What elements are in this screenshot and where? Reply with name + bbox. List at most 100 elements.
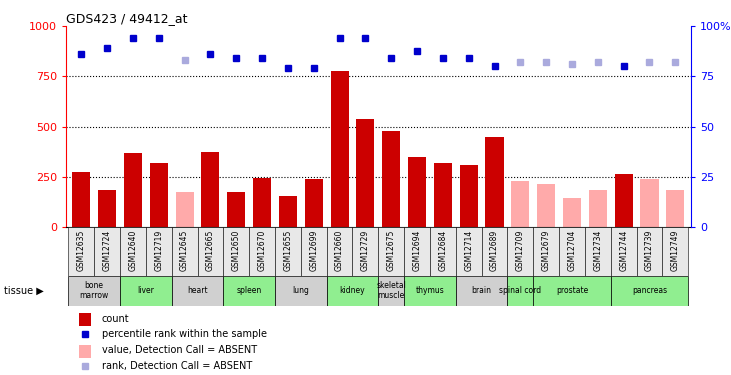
Text: GSM12749: GSM12749 (671, 229, 680, 271)
Bar (224, 276, 275, 306)
Text: GSM12689: GSM12689 (490, 229, 499, 271)
Text: liver: liver (137, 286, 154, 295)
Bar (330, 71, 349, 227)
Bar (666, 190, 684, 227)
Bar (507, 227, 533, 276)
Bar (150, 163, 168, 227)
Text: GSM12714: GSM12714 (464, 229, 473, 271)
Bar (511, 181, 529, 227)
Bar (533, 227, 559, 276)
Bar (382, 130, 401, 227)
Text: GSM12679: GSM12679 (542, 229, 550, 271)
Text: GSM12640: GSM12640 (129, 229, 137, 271)
Bar (352, 227, 379, 276)
Text: GSM12739: GSM12739 (645, 229, 654, 271)
Bar (172, 276, 224, 306)
Text: GSM12709: GSM12709 (516, 229, 525, 271)
Text: GSM12645: GSM12645 (180, 229, 189, 271)
Text: GSM12670: GSM12670 (257, 229, 267, 271)
Bar (533, 276, 610, 306)
Text: percentile rank within the sample: percentile rank within the sample (102, 329, 267, 339)
Bar (79, 314, 91, 326)
Text: GSM12665: GSM12665 (206, 229, 215, 271)
Text: count: count (102, 314, 129, 324)
Bar (120, 276, 172, 306)
Bar (201, 152, 219, 227)
Bar (279, 196, 297, 227)
Bar (305, 179, 323, 227)
Bar (615, 174, 633, 227)
Bar (610, 227, 637, 276)
Bar (124, 153, 142, 227)
Text: tissue ▶: tissue ▶ (4, 286, 43, 296)
Text: brain: brain (471, 286, 492, 295)
Bar (146, 227, 172, 276)
Bar (433, 163, 452, 227)
Bar (327, 276, 379, 306)
Text: GSM12704: GSM12704 (567, 229, 577, 271)
Bar (301, 227, 327, 276)
Text: GSM12744: GSM12744 (619, 229, 628, 271)
Bar (585, 227, 610, 276)
Bar (482, 227, 507, 276)
Bar (507, 276, 533, 306)
Text: GSM12635: GSM12635 (77, 229, 86, 271)
Text: bone
marrow: bone marrow (80, 281, 109, 300)
Bar (563, 198, 581, 227)
Bar (404, 227, 430, 276)
Text: GSM12719: GSM12719 (154, 229, 163, 271)
Bar (460, 165, 478, 227)
Bar (253, 178, 271, 227)
Bar (404, 276, 455, 306)
Text: GSM12684: GSM12684 (439, 229, 447, 271)
Text: GSM12699: GSM12699 (309, 229, 318, 271)
Text: thymus: thymus (415, 286, 444, 295)
Text: GSM12729: GSM12729 (361, 229, 370, 271)
Text: GSM12694: GSM12694 (412, 229, 422, 271)
Bar (249, 227, 275, 276)
Bar (79, 345, 91, 358)
Bar (485, 136, 504, 227)
Bar (356, 118, 374, 227)
Bar (172, 227, 197, 276)
Bar (197, 227, 224, 276)
Bar (588, 190, 607, 227)
Bar (175, 192, 194, 227)
Text: skeletal
muscle: skeletal muscle (376, 281, 406, 300)
Bar (637, 227, 662, 276)
Bar (72, 172, 91, 227)
Bar (455, 227, 482, 276)
Bar (69, 227, 94, 276)
Bar (227, 192, 246, 227)
Bar (610, 276, 688, 306)
Text: GSM12655: GSM12655 (284, 229, 292, 271)
Text: spinal cord: spinal cord (499, 286, 542, 295)
Bar (662, 227, 688, 276)
Bar (408, 157, 426, 227)
Bar (379, 227, 404, 276)
Text: rank, Detection Call = ABSENT: rank, Detection Call = ABSENT (102, 361, 252, 371)
Bar (640, 179, 659, 227)
Text: GSM12675: GSM12675 (387, 229, 395, 271)
Bar (379, 276, 404, 306)
Bar (224, 227, 249, 276)
Text: GSM12660: GSM12660 (335, 229, 344, 271)
Bar (120, 227, 146, 276)
Text: GSM12650: GSM12650 (232, 229, 240, 271)
Bar (537, 184, 556, 227)
Text: pancreas: pancreas (632, 286, 667, 295)
Text: GSM12734: GSM12734 (594, 229, 602, 271)
Text: kidney: kidney (340, 286, 366, 295)
Bar (275, 227, 301, 276)
Bar (98, 190, 116, 227)
Bar (69, 276, 120, 306)
Text: GDS423 / 49412_at: GDS423 / 49412_at (66, 12, 187, 25)
Text: value, Detection Call = ABSENT: value, Detection Call = ABSENT (102, 345, 257, 355)
Text: prostate: prostate (556, 286, 588, 295)
Text: heart: heart (187, 286, 208, 295)
Bar (275, 276, 327, 306)
Text: lung: lung (292, 286, 309, 295)
Bar (559, 227, 585, 276)
Text: spleen: spleen (237, 286, 262, 295)
Bar (94, 227, 120, 276)
